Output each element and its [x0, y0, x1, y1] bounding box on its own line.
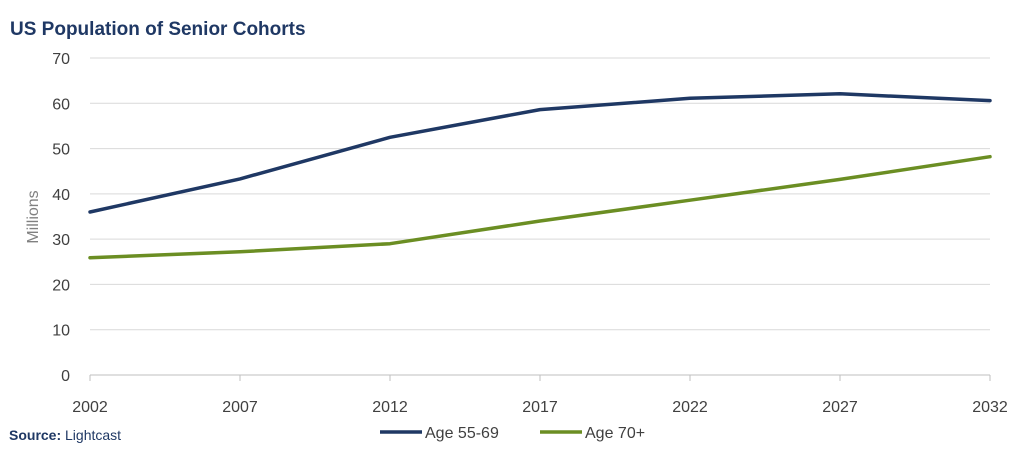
y-tick-label: 0	[61, 368, 70, 385]
x-tick-label: 2027	[822, 399, 858, 416]
source-label: Source:	[9, 427, 62, 443]
source-note: Source: Lightcast	[9, 427, 121, 443]
y-tick-label: 70	[52, 51, 70, 68]
y-axis-title: Millions	[25, 190, 42, 243]
legend-entry: Age 55-69	[425, 425, 499, 442]
y-tick-label: 60	[52, 96, 70, 113]
x-tick-label: 2022	[672, 399, 708, 416]
x-tick-label: 2002	[72, 399, 108, 416]
legend-entry: Age 70+	[585, 425, 645, 442]
gridlines	[90, 57, 990, 376]
y-tick-label: 50	[52, 142, 70, 159]
y-tick-label: 40	[52, 187, 70, 204]
series-line-age-70-plus	[88, 154, 992, 260]
y-tick-label: 30	[52, 232, 70, 249]
series-line-age-55-69	[88, 92, 992, 214]
x-tick-label: 2012	[372, 399, 408, 416]
x-tick-label: 2007	[222, 399, 258, 416]
y-tick-label: 10	[52, 323, 70, 340]
y-tick-label: 20	[52, 277, 70, 294]
x-axis-ticks: 2002 2007 2012 2017 2022 2027 2032	[72, 375, 1008, 416]
source-value: Lightcast	[65, 427, 122, 443]
y-axis-ticks: 0 10 20 30 40 50 60 70	[52, 51, 70, 385]
x-tick-label: 2032	[972, 399, 1008, 416]
legend: Age 55-69 Age 70+	[380, 425, 645, 442]
series-lines	[88, 92, 992, 260]
x-tick-label: 2017	[522, 399, 558, 416]
chart-title: US Population of Senior Cohorts	[10, 19, 306, 40]
